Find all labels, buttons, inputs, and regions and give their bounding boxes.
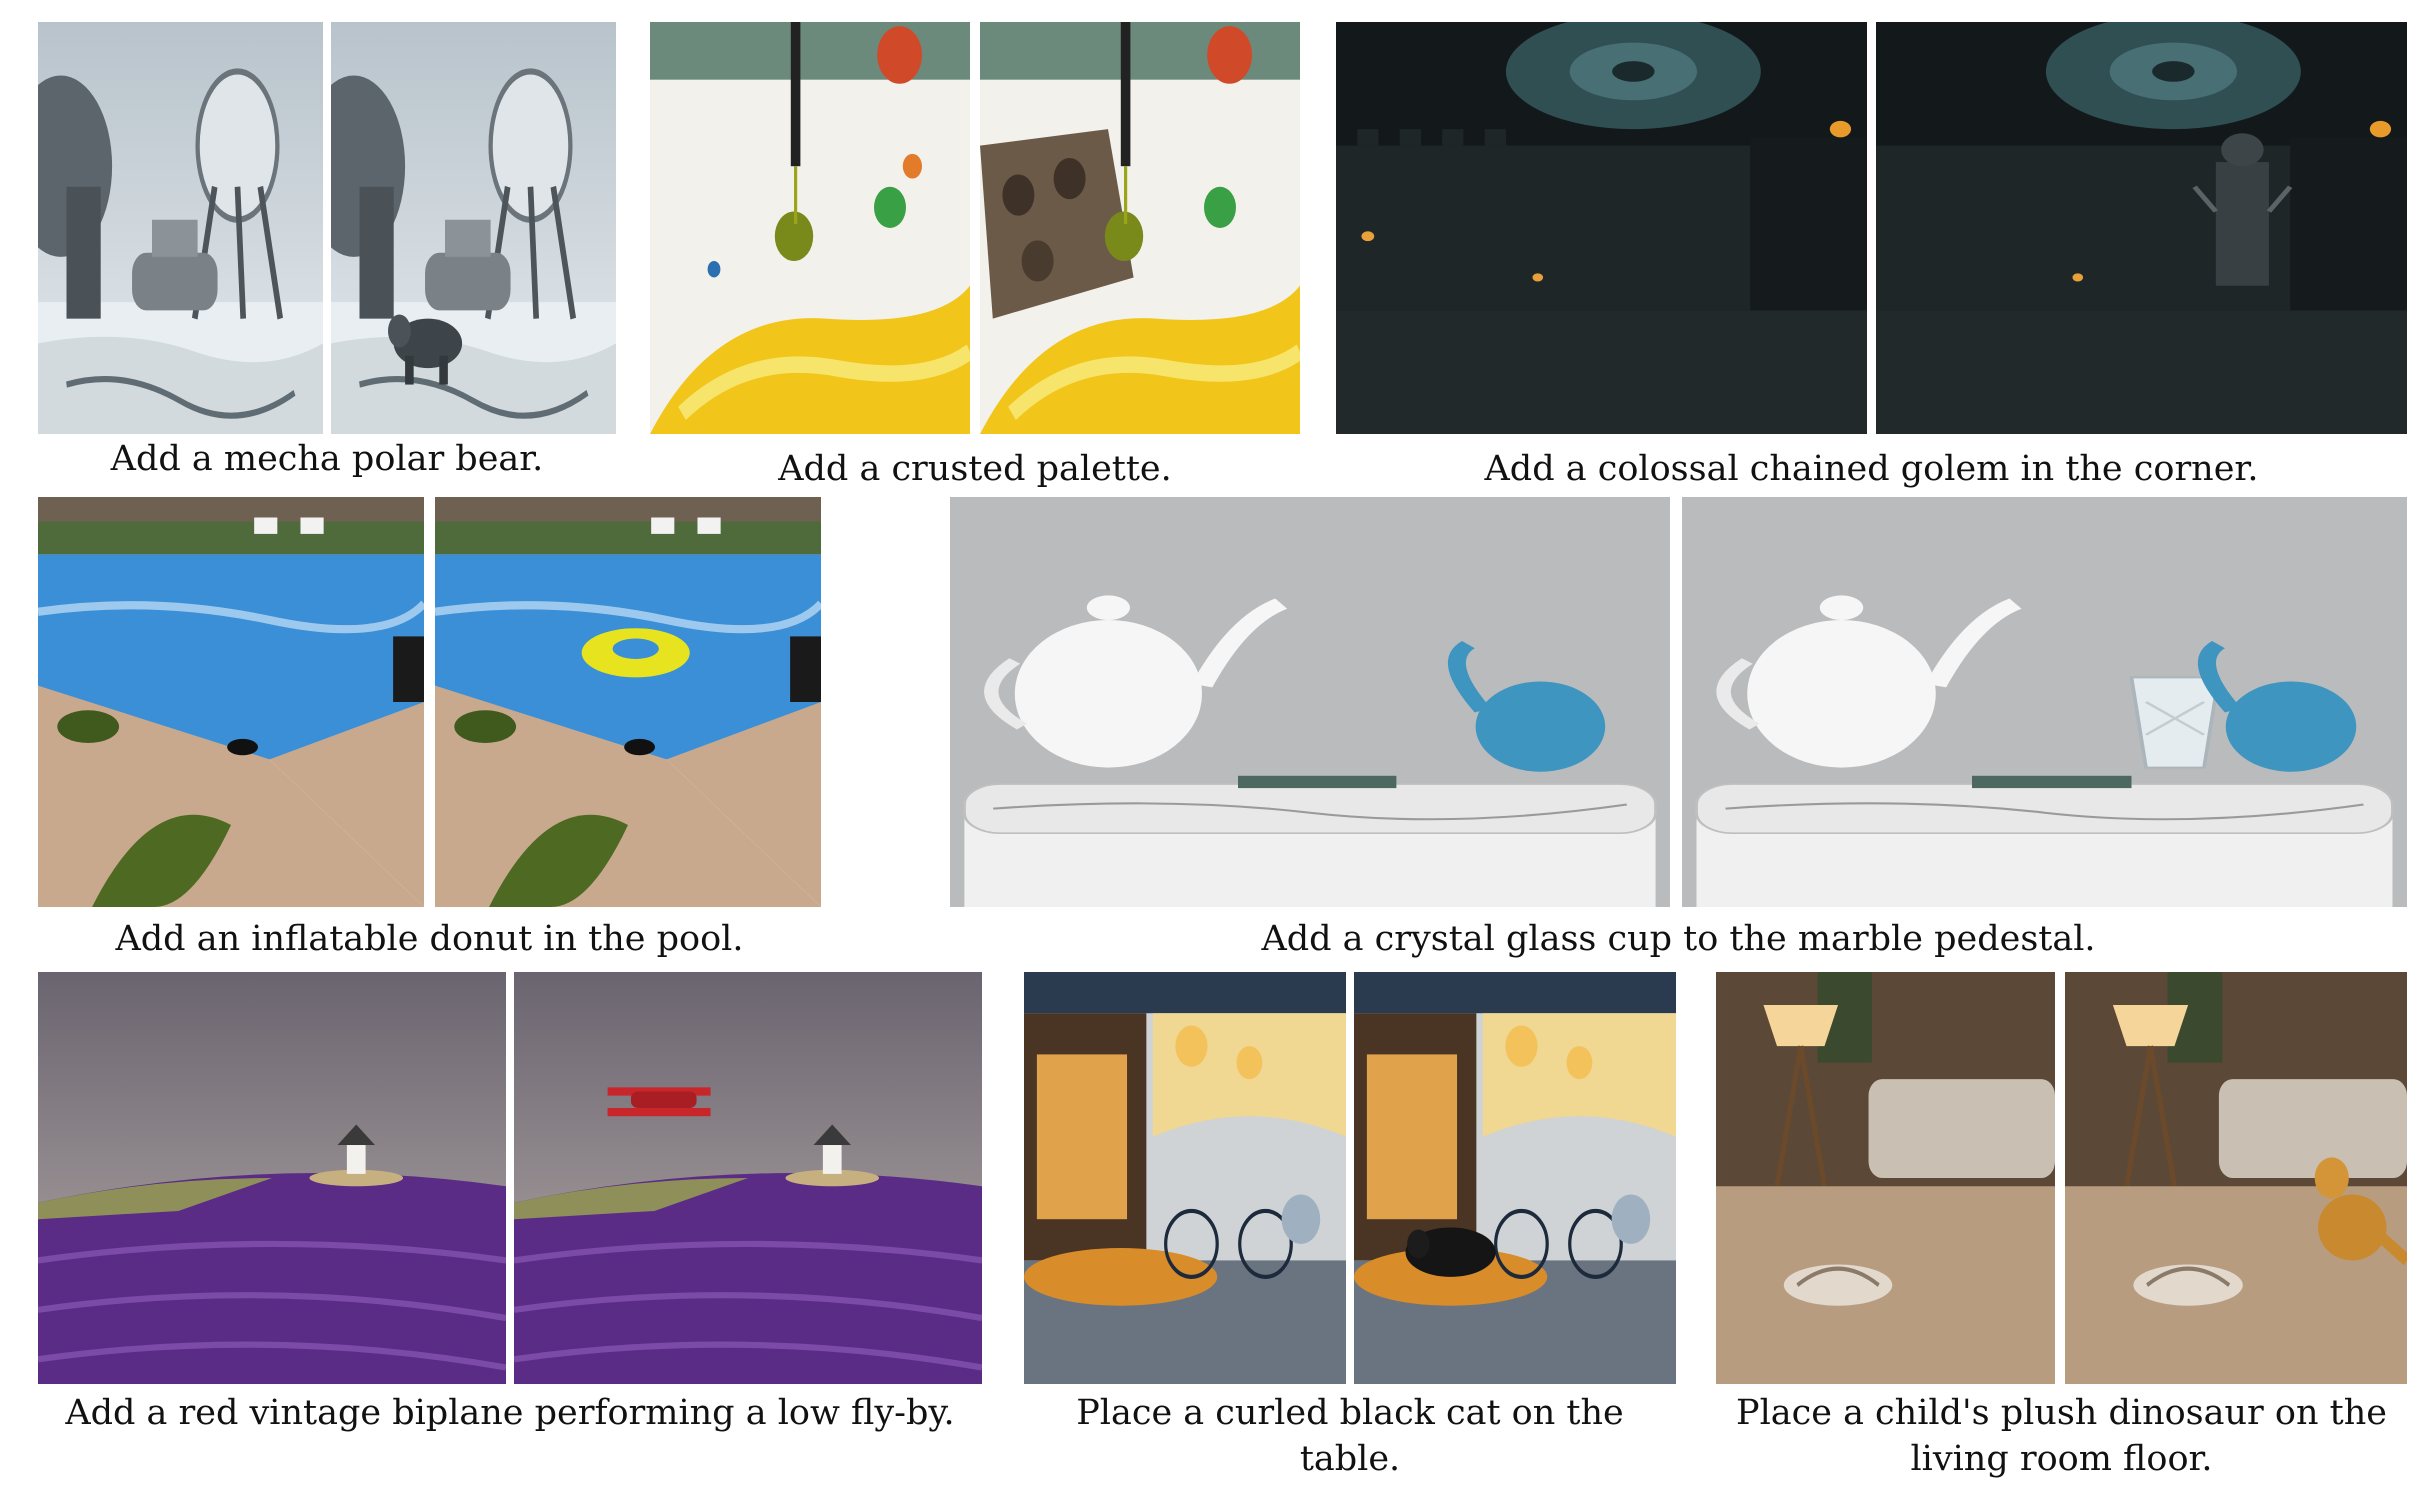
crusted-palette <box>980 129 1134 319</box>
dinosaur-caption: Place a child's plush dinosaur on the li… <box>1736 1393 2387 1479</box>
inflatable-donut <box>581 628 690 678</box>
donut-after-image <box>435 497 821 907</box>
red-biplane <box>607 1087 711 1117</box>
cat-before-image <box>1024 972 1346 1384</box>
biplane-before-image <box>38 972 506 1384</box>
golem-caption: Add a colossal chained golem in the corn… <box>1484 449 2259 489</box>
chained-golem <box>2192 133 2293 286</box>
plush-dinosaur <box>2314 1157 2407 1266</box>
polar-bear-before-image <box>38 22 323 434</box>
curled-black-cat <box>1405 1227 1496 1277</box>
glass-cup-caption: Add a crystal glass cup to the marble pe… <box>1261 919 2096 959</box>
polar-bear-caption: Add a mecha polar bear. <box>110 439 544 479</box>
dinosaur-before-image <box>1716 972 2055 1384</box>
palette-before-image <box>650 22 970 434</box>
glass-cup-before-image <box>950 497 1670 907</box>
cat-after-image <box>1354 972 1676 1384</box>
mecha-polar-bear <box>388 314 463 385</box>
palette-after-image <box>980 22 1300 434</box>
crystal-glass-cup <box>2129 676 2221 769</box>
cat-caption: Place a curled black cat on the table. <box>1076 1393 1624 1479</box>
golem-before-image <box>1336 22 1867 434</box>
biplane-after-image <box>514 972 982 1384</box>
biplane-caption: Add a red vintage biplane performing a l… <box>65 1393 955 1433</box>
donut-caption: Add an inflatable donut in the pool. <box>115 919 744 959</box>
palette-caption: Add a crusted palette. <box>778 449 1172 489</box>
golem-after-image <box>1876 22 2407 434</box>
polar-bear-after-image <box>331 22 616 434</box>
dinosaur-after-image <box>2065 972 2407 1384</box>
donut-before-image <box>38 497 424 907</box>
glass-cup-after-image <box>1682 497 2407 907</box>
